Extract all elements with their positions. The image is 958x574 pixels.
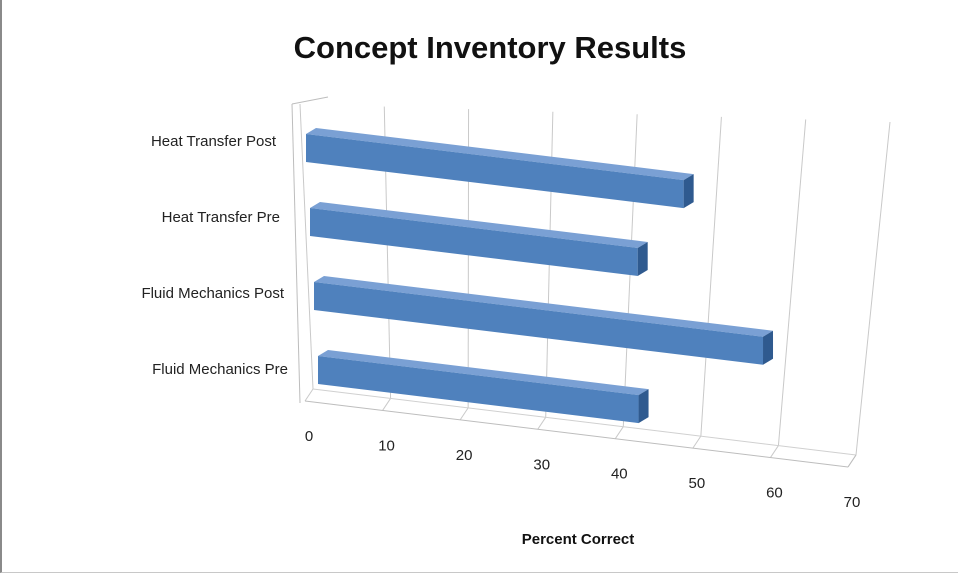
left-wall-edge <box>291 103 301 404</box>
x-tick-20: 20 <box>456 447 473 464</box>
x-tick-0: 0 <box>305 428 313 445</box>
x-axis-label: Percent Correct <box>522 531 635 548</box>
category-label-0: Fluid Mechanics Pre <box>152 361 288 378</box>
left-wall-top <box>291 96 329 105</box>
gridline-floor-40 <box>614 426 624 439</box>
bar-side-3 <box>683 174 694 209</box>
category-label-3: Heat Transfer Post <box>151 133 277 150</box>
gridline-wall-60 <box>777 119 807 446</box>
bar-1 <box>314 282 764 365</box>
floor-back-edge <box>312 388 857 456</box>
x-tick-60: 60 <box>766 485 783 502</box>
bar-top-2 <box>310 202 648 248</box>
gridline-floor-60 <box>770 445 779 458</box>
bar-side-1 <box>763 330 774 365</box>
gridline-floor-50 <box>692 435 702 449</box>
gridline-floor-0 <box>304 388 314 402</box>
x-tick-70: 70 <box>844 494 861 511</box>
floor-front-edge <box>304 400 849 468</box>
category-label-1: Fluid Mechanics Post <box>141 285 284 302</box>
gridline-floor-10 <box>382 398 391 411</box>
x-tick-50: 50 <box>689 475 706 492</box>
gridline-wall-70 <box>855 121 891 456</box>
category-label-2: Heat Transfer Pre <box>162 209 280 226</box>
chart-title: Concept Inventory Results <box>294 30 687 65</box>
gridlines <box>291 96 891 468</box>
x-tick-labels: 0 10 20 30 40 50 60 70 <box>305 428 861 511</box>
bar-0 <box>318 356 639 424</box>
bar-side-2 <box>637 241 648 276</box>
floor-right-edge <box>847 454 857 468</box>
x-tick-10: 10 <box>378 437 395 454</box>
bar-2 <box>310 208 638 276</box>
bar-top-0 <box>318 350 649 396</box>
x-tick-40: 40 <box>611 466 628 483</box>
bars <box>306 128 774 424</box>
gridline-floor-20 <box>459 407 469 421</box>
x-tick-30: 30 <box>533 456 550 473</box>
gridline-floor-30 <box>537 417 547 430</box>
category-labels: Fluid Mechanics Pre Fluid Mechanics Post H… <box>141 133 288 378</box>
bar-side-0 <box>638 389 649 424</box>
bar-top-1 <box>314 276 774 337</box>
gridline-wall-0 <box>299 103 314 390</box>
bar-top-3 <box>306 128 694 181</box>
gridline-wall-50 <box>700 116 722 437</box>
bar-3 <box>306 134 684 209</box>
